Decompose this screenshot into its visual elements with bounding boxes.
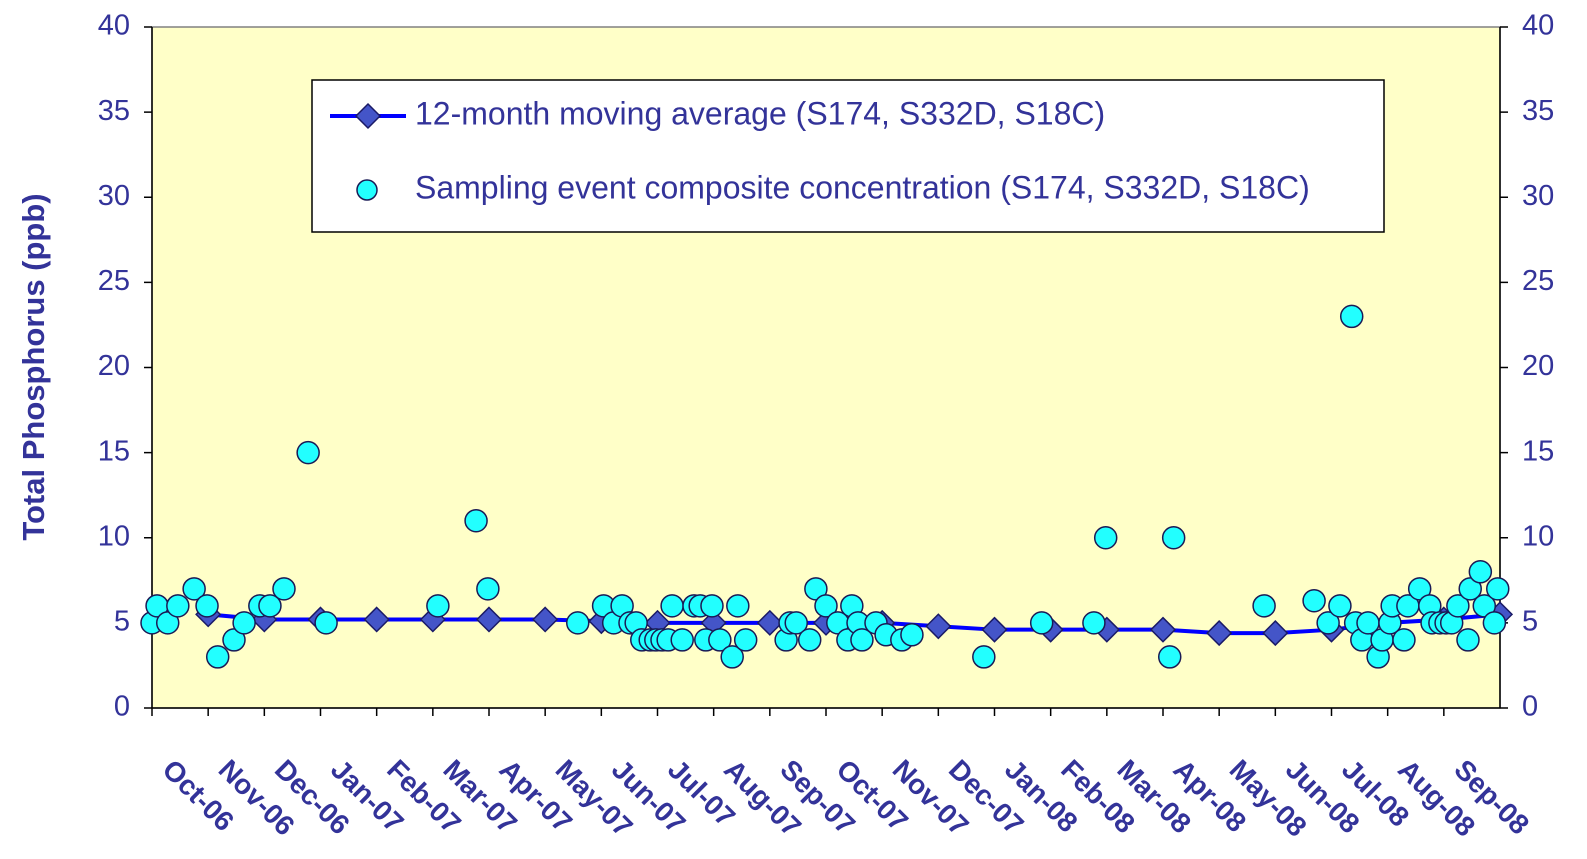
diamond-marker: [1206, 620, 1233, 647]
scatter-point: [1157, 645, 1182, 669]
scatter-point: [1486, 577, 1510, 601]
y-tick-label: 35: [98, 95, 130, 127]
scatter-point: [1446, 594, 1470, 618]
scatter-point: [1458, 577, 1482, 601]
diamond-marker: [363, 606, 390, 633]
y2-tick-label: 0: [1522, 691, 1538, 723]
scatter-point: [1482, 611, 1507, 635]
scatter-point: [1468, 560, 1493, 584]
scatter-point: [1252, 594, 1276, 618]
scatter-point: [814, 594, 838, 618]
y2-tick-label: 30: [1522, 180, 1554, 212]
scatter-point: [1392, 628, 1416, 652]
scatter-point: [314, 611, 338, 635]
y-tick-label: 0: [114, 691, 130, 723]
scatter-point: [222, 628, 246, 652]
scatter-point: [182, 577, 206, 601]
y-tick-label: 40: [98, 10, 130, 42]
diamond-marker: [981, 616, 1008, 643]
y-axis-label: Total Phosphorus (ppb): [16, 193, 51, 540]
scatter-point: [476, 577, 500, 601]
scatter-point: [296, 440, 320, 465]
y-tick-label: 5: [114, 606, 130, 638]
scatter-point: [1472, 594, 1497, 618]
y2-tick-label: 5: [1522, 606, 1538, 638]
scatter-point: [1029, 611, 1054, 635]
scatter-point: [1082, 611, 1106, 635]
scatter-point: [1161, 526, 1186, 550]
scatter-point: [660, 594, 684, 618]
scatter-point: [784, 611, 808, 635]
y-tick-label: 25: [98, 265, 130, 297]
legend-label: Sampling event composite concentration (…: [415, 169, 1310, 205]
y-tick-label: 20: [98, 350, 130, 382]
diamond-marker: [532, 606, 559, 633]
scatter-point: [708, 628, 732, 652]
scatter-point: [565, 611, 590, 635]
scatter-point: [1316, 611, 1340, 635]
scatter-point: [1093, 526, 1118, 550]
y2-tick-label: 10: [1522, 520, 1554, 552]
scatter-point: [464, 508, 488, 533]
diamond-marker: [1262, 620, 1289, 647]
scatter-point: [670, 628, 694, 652]
scatter-point: [1302, 588, 1326, 613]
scatter-point: [1407, 577, 1432, 601]
scatter-point: [155, 611, 180, 635]
scatter-point: [850, 628, 874, 652]
scatter-point: [700, 594, 724, 618]
diamond-marker: [925, 613, 952, 640]
scatter-point: [900, 623, 924, 647]
diamond-marker: [756, 609, 783, 636]
legend-marker: [354, 102, 382, 130]
scatter-point: [1328, 594, 1352, 618]
legend-box: [311, 79, 1385, 233]
y2-tick-label: 35: [1522, 95, 1554, 127]
scatter-point: [1456, 628, 1480, 652]
scatter-point: [804, 577, 828, 601]
y-tick-label: 15: [98, 435, 130, 467]
diamond-marker: [1149, 616, 1177, 643]
y2-tick-label: 40: [1522, 10, 1554, 42]
y2-tick-label: 15: [1522, 435, 1554, 467]
legend-marker: [356, 179, 378, 201]
scatter-point: [258, 594, 282, 618]
scatter-point: [733, 628, 758, 652]
y2-tick-label: 20: [1522, 350, 1554, 382]
scatter-point: [726, 594, 750, 618]
scatter-point: [1339, 304, 1364, 329]
scatter-point: [797, 628, 822, 652]
legend-label: 12-month moving average (S174, S332D, S1…: [415, 95, 1105, 131]
scatter-point: [205, 645, 230, 669]
scatter-point: [972, 645, 996, 669]
scatter-point: [232, 611, 256, 635]
diamond-marker: [475, 606, 503, 633]
y2-tick-label: 25: [1522, 265, 1554, 297]
scatter-point: [720, 645, 744, 669]
y-tick-label: 10: [98, 520, 130, 552]
y-tick-label: 30: [98, 180, 130, 212]
scatter-point: [272, 577, 296, 601]
scatter-point: [426, 594, 450, 618]
scatter-point: [166, 594, 190, 618]
scatter-point: [195, 594, 219, 618]
